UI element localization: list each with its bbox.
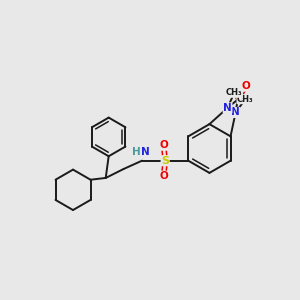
Text: O: O [159, 171, 168, 181]
Text: CH₃: CH₃ [226, 88, 242, 98]
Text: H: H [132, 147, 141, 158]
Text: CH₃: CH₃ [237, 95, 253, 104]
Text: N: N [223, 103, 232, 113]
Text: O: O [241, 81, 250, 91]
Text: N: N [141, 147, 150, 158]
Text: N: N [231, 107, 240, 118]
Text: S: S [161, 156, 169, 166]
Text: O: O [159, 140, 168, 150]
